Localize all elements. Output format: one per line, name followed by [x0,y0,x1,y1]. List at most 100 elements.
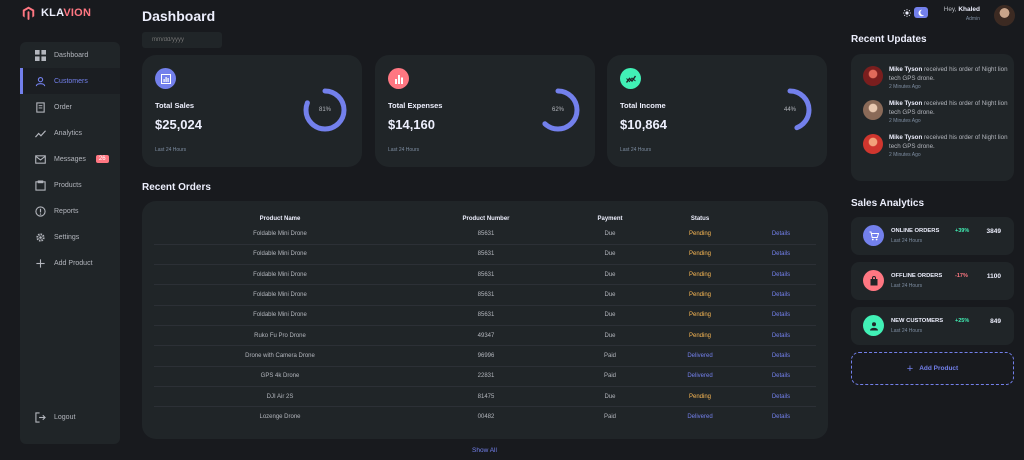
avatar[interactable] [994,5,1015,26]
avatar [863,100,883,120]
cell-product-name: Lozenge Drone [259,414,301,421]
analytic-value: 3849 [986,228,1001,235]
theme-toggle[interactable] [900,7,929,18]
details-link[interactable]: Details [746,244,816,266]
details-link[interactable]: Details [746,284,816,306]
cell-payment: Due [566,284,654,306]
cell-product-number: 85631 [406,305,566,326]
sidebar-item-order[interactable]: Order [20,94,120,120]
update-time: 2 Minutes Ago [889,84,921,91]
table-row: Foldable Mini Drone 85631 Due Pending Detail… [154,244,816,266]
cell-product-number: 22831 [406,366,566,387]
offline-orders-card: OFFLINE ORDERS Last 24 Hours -17% 1100 [851,262,1014,300]
table-row: DJI Air 2S 81475 Due Pending Details [154,386,816,408]
cell-status: Pending [654,244,746,266]
sidebar-item-products[interactable]: Products [20,172,120,198]
card-value: $14,160 [388,117,435,132]
update-text: Mike Tyson received his order of Night l… [889,100,1008,116]
analytic-label: OFFLINE ORDERS [891,273,943,279]
cell-payment: Paid [566,345,654,367]
table-row: Foldable Mini Drone 85631 Due Pending Detail… [154,264,816,286]
update-text: Mike Tyson received his order of Night l… [889,66,1008,82]
analytic-label: NEW CUSTOMERS [891,318,944,324]
sidebar-item-label: Reports [54,207,79,215]
shopping-bag-icon [863,270,884,291]
moon-icon[interactable] [914,7,928,18]
cell-product-number: 49347 [406,325,566,347]
cell-product-number: 00482 [477,414,495,421]
new-customers-card: NEW CUSTOMERS Last 24 Hours +25% 849 [851,307,1014,345]
add-product-button[interactable]: + Add Product [851,352,1014,385]
sidebar-item-reports[interactable]: Reports [20,198,120,224]
logout-label: Logout [54,413,76,421]
analytic-value: 849 [990,318,1001,325]
sidebar-item-label: Dashboard [54,51,89,59]
cell-payment: Due [566,224,654,245]
table-row: Drone with Camera Drone 96996 Paid Delivere… [154,345,816,367]
person-icon [863,315,884,336]
details-link[interactable]: Details [746,345,816,367]
cell-status: Pending [654,224,746,245]
cell-payment: Due [566,386,654,408]
brand-logo[interactable]: KLAVION [22,6,91,20]
cell-product-number: 81475 [406,386,566,408]
recent-orders-title: Recent Orders [142,182,211,193]
details-link[interactable]: Details [771,414,791,421]
updates-panel: Mike Tyson received his order of Night l… [851,54,1014,181]
sidebar-item-label: Messages [54,155,86,163]
sidebar-item-messages[interactable]: Messages 26 [20,146,120,172]
sidebar-item-analytics[interactable]: Analytics [20,120,120,146]
cell-status: Delivered [654,366,746,387]
card-value: $10,864 [620,117,667,132]
sidebar-item-settings[interactable]: Settings [20,224,120,250]
sidebar-item-label: Add Product [54,259,93,267]
cell-status: Delivered [687,414,713,421]
cell-product-name: Foldable Mini Drone [154,264,406,286]
plus-icon: + [906,362,914,375]
card-label: Total Expenses [388,101,443,110]
cell-product-number: 85631 [406,264,566,286]
card-value: $25,024 [155,117,202,132]
cell-product-number: 85631 [406,244,566,266]
update-item: Mike Tyson received his order of Night l… [863,100,1009,124]
sidebar-item-dashboard[interactable]: Dashboard [20,42,120,68]
sidebar-item-add-product[interactable]: Add Product [20,250,120,276]
table-row: Foldable Mini Drone 85631 Due Pending Detail… [154,224,816,245]
column-header: Payment [597,215,623,222]
cell-status: Pending [654,305,746,326]
analytic-label: ONLINE ORDERS [891,228,940,234]
analytic-value: 1100 [986,273,1001,280]
details-link[interactable]: Details [746,264,816,286]
analytic-change: -17% [955,273,968,279]
details-link[interactable]: Details [746,305,816,326]
cell-status: Pending [654,284,746,306]
column-header [746,213,816,224]
details-link[interactable]: Details [746,366,816,387]
sun-icon[interactable] [900,7,914,18]
orders-table: Product Name Product Number Payment Stat… [154,213,816,427]
stock-line-icon [620,68,641,89]
cart-icon [863,225,884,246]
cell-status: Pending [654,264,746,286]
show-all-link[interactable]: Show All [472,447,497,454]
ring-percent: 44% [783,107,796,113]
mail-icon [35,154,46,164]
cell-status: Delivered [654,345,746,367]
logout-button[interactable]: Logout [20,404,120,430]
cell-payment: Paid [566,366,654,387]
cell-product-name: DJI Air 2S [154,386,406,408]
update-item: Mike Tyson received his order of Night l… [863,66,1009,90]
date-input[interactable] [142,32,222,48]
insights-icon [35,129,46,138]
table-row: Foldable Mini Drone 85631 Due Pending Detail… [154,284,816,306]
sidebar-item-customers[interactable]: Customers [20,68,120,94]
total-sales-card: Total Sales $25,024 Last 24 Hours 81% [142,55,362,167]
plus-icon [36,258,45,268]
card-foot: Last 24 Hours [388,147,420,153]
details-link[interactable]: Details [746,325,816,347]
card-foot: Last 24 Hours [620,147,652,153]
details-link[interactable]: Details [746,224,816,245]
update-time: 2 Minutes Ago [889,152,921,159]
inventory-icon [35,179,46,191]
details-link[interactable]: Details [746,386,816,408]
